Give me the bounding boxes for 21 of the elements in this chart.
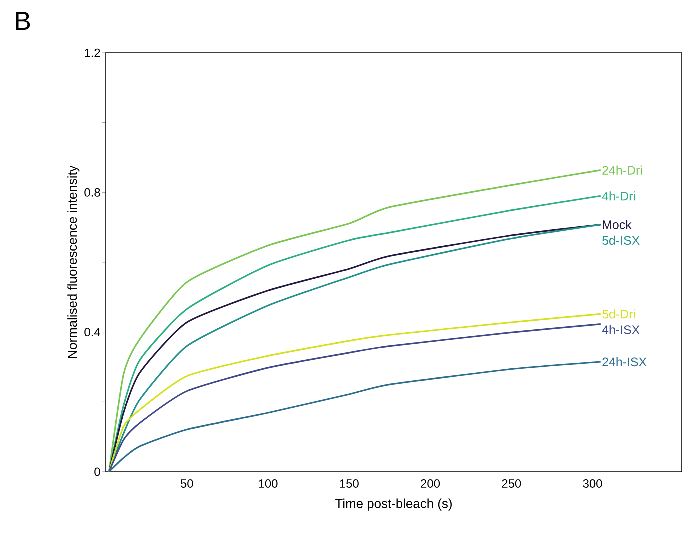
x-tick-label: 50 [180,480,194,488]
series-label: 5d-ISX [602,236,640,246]
series-label: 5d-Dri [602,310,636,319]
x-tick-label: 300 [583,480,602,488]
series-label: 24h-Dri [602,166,642,175]
x-tick-label: 250 [502,480,522,488]
line-series [108,361,602,473]
series-label: 4h-Dri [602,192,636,201]
x-axis-title: Time post-bleach (s) [336,498,452,511]
y-tick-label: 0.8 [84,188,100,197]
series-label: Mock [603,220,632,230]
y-tick-label: 1.2 [85,48,100,58]
series-label: 4h-ISX [602,325,640,334]
x-tick-label: 100 [259,480,278,488]
x-tick-label: 150 [340,480,359,488]
y-tick-label: 0.4 [84,328,100,337]
series-label: 24h-ISX [602,357,647,367]
y-tick-label: 0 [94,468,100,476]
chart-title: B [16,12,30,30]
y-axis-title: Normalised fluorescence intensity [68,166,80,358]
x-tick-label: 200 [421,480,440,488]
